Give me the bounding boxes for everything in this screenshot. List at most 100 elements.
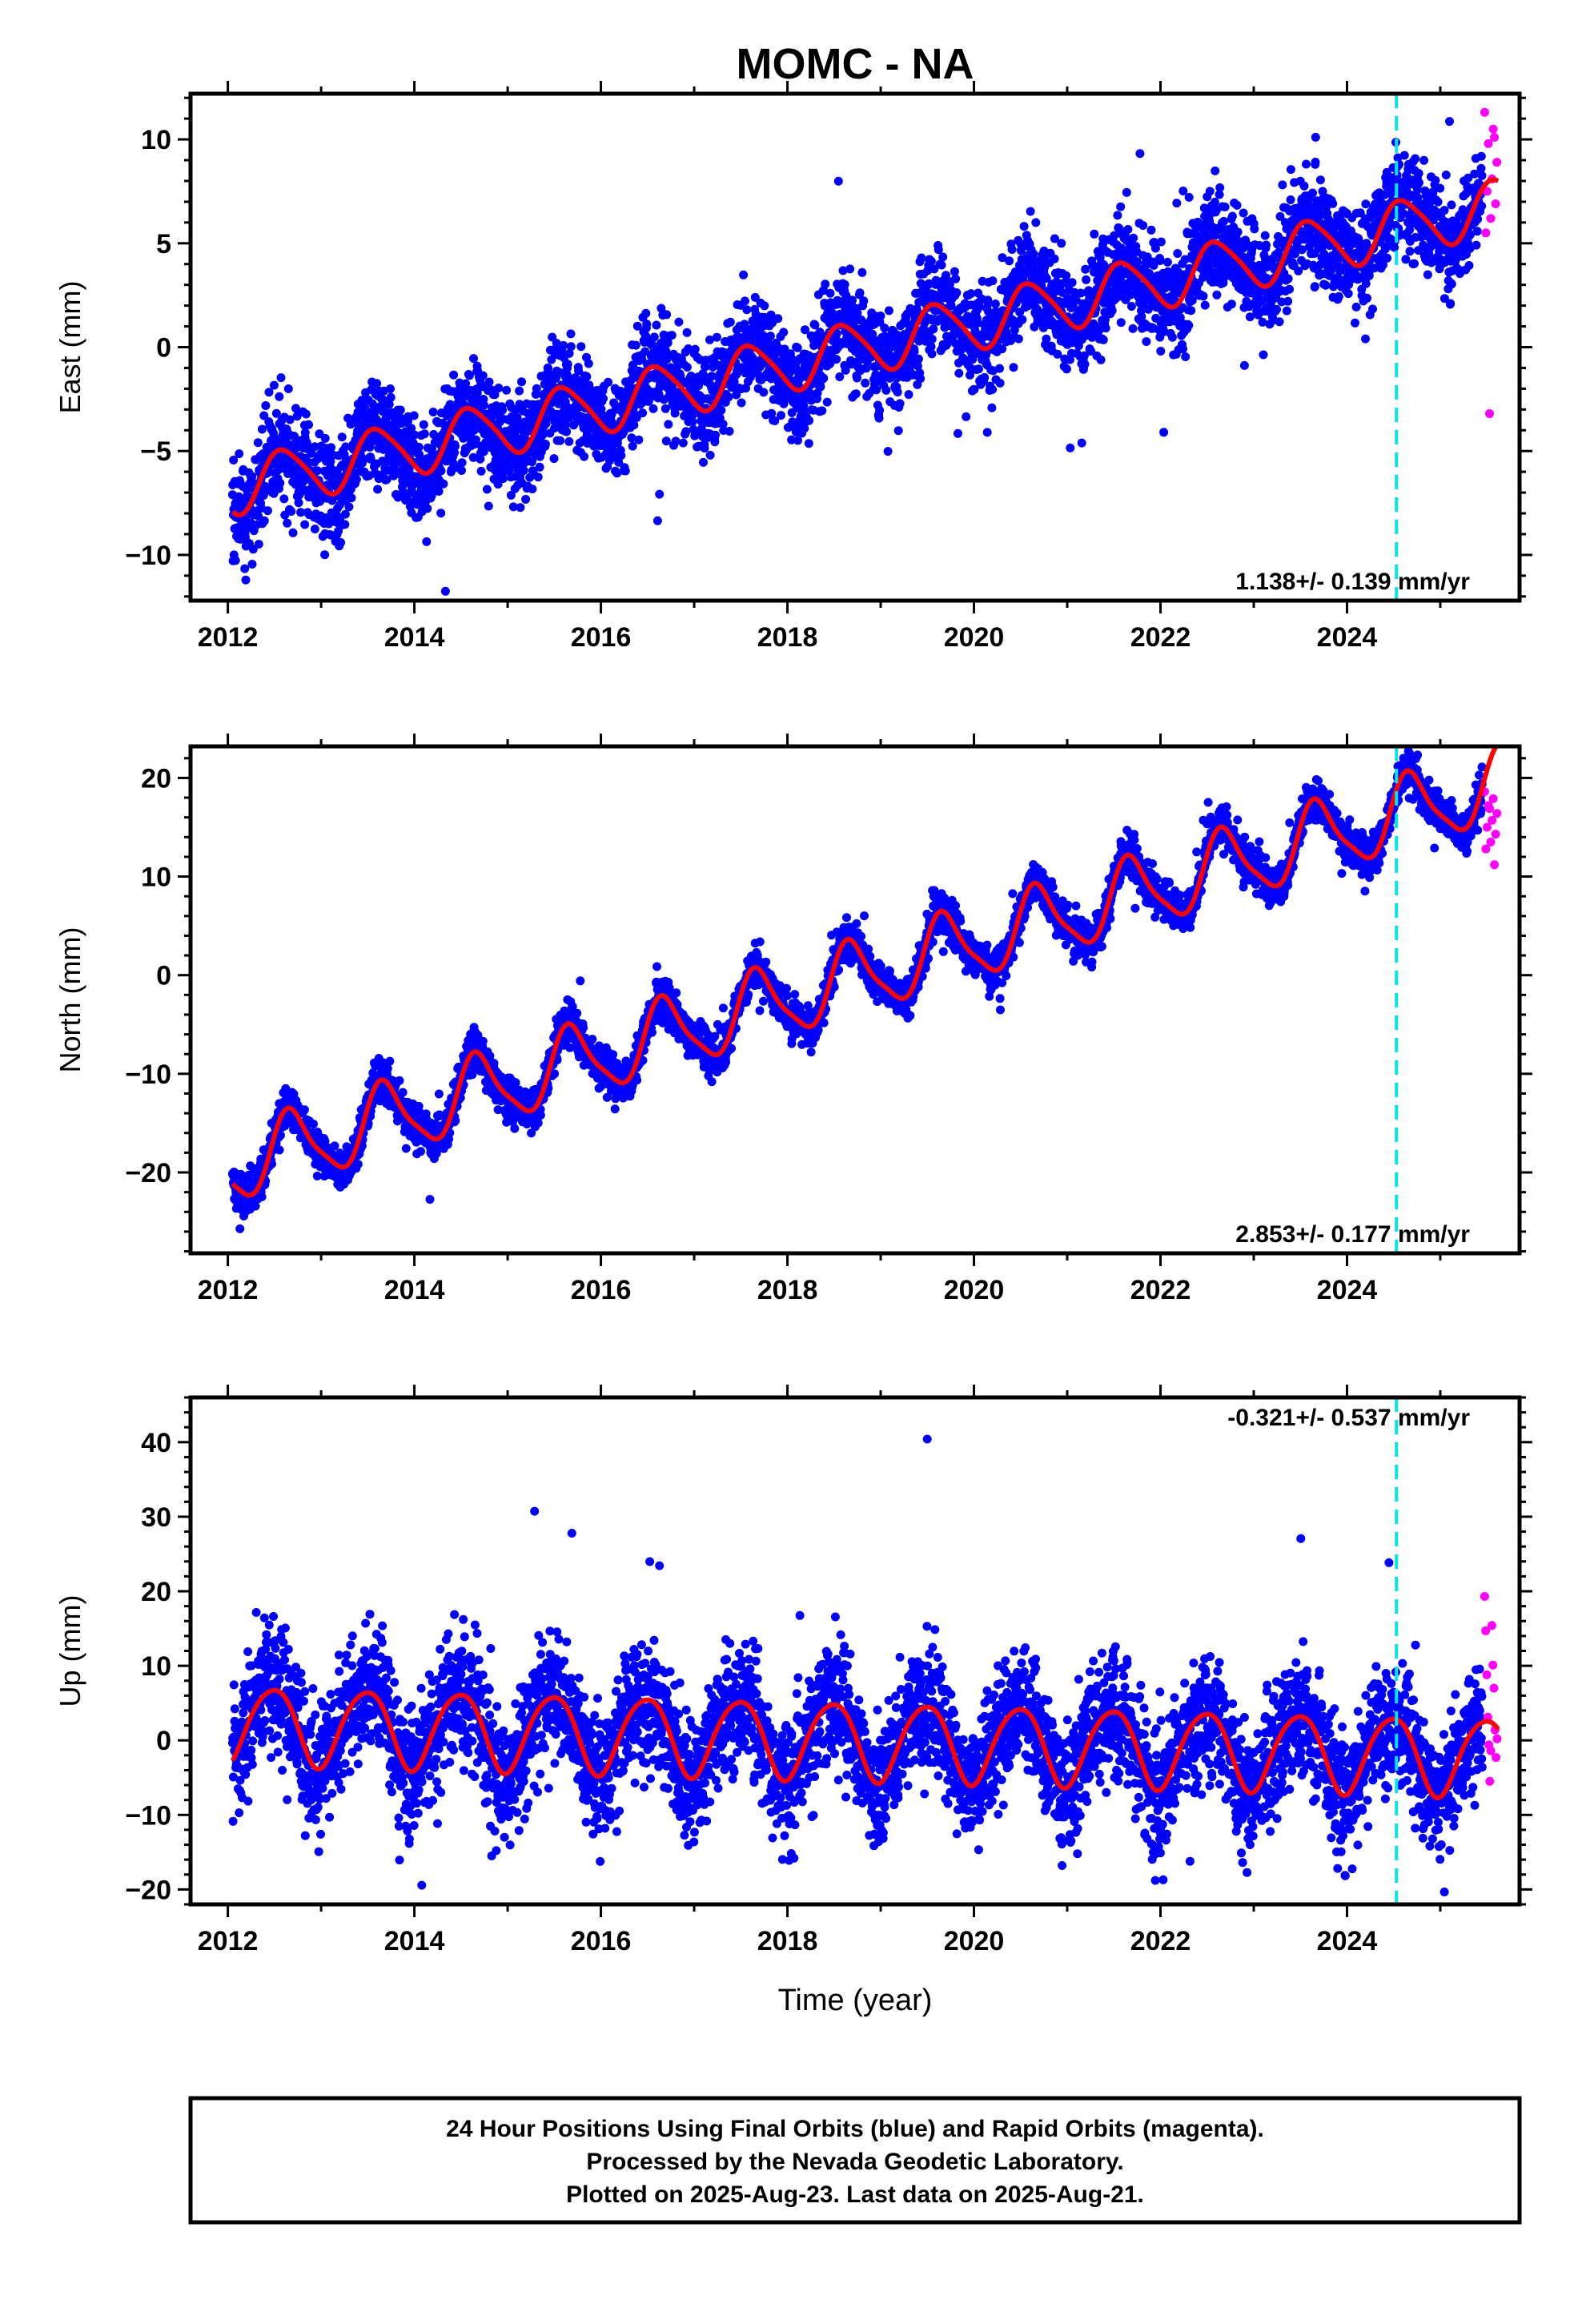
final-point <box>674 317 684 327</box>
final-point <box>1211 166 1220 175</box>
final-point <box>725 427 734 436</box>
final-point <box>1122 187 1131 197</box>
final-point <box>1031 218 1041 227</box>
final-point <box>1363 293 1371 303</box>
final-point <box>373 485 383 494</box>
final-point <box>505 464 514 474</box>
final-point <box>1464 261 1474 270</box>
final-point <box>263 506 272 516</box>
final-point <box>927 349 937 359</box>
final-point <box>1156 237 1166 247</box>
final-point <box>1090 229 1099 239</box>
final-point <box>436 466 446 476</box>
final-point <box>296 508 306 517</box>
final-point <box>1135 149 1145 159</box>
final-point <box>269 380 279 390</box>
final-point <box>1476 151 1486 161</box>
final-point <box>1067 278 1077 287</box>
final-point <box>851 389 861 399</box>
final-point <box>464 371 474 380</box>
final-point <box>857 267 867 277</box>
final-point <box>804 439 813 448</box>
final-point <box>484 377 494 387</box>
final-point <box>480 400 489 410</box>
x-tick-label: 2022 <box>1130 622 1191 653</box>
final-point <box>1181 352 1191 361</box>
final-point <box>638 408 648 418</box>
final-point <box>1098 335 1108 344</box>
final-point <box>436 509 446 518</box>
final-point <box>257 424 267 434</box>
final-point <box>1473 215 1483 224</box>
final-point <box>341 442 351 452</box>
final-point <box>1227 300 1236 309</box>
final-point <box>848 296 857 305</box>
final-point <box>235 1224 245 1233</box>
final-point <box>1042 334 1051 344</box>
final-point <box>1186 306 1196 316</box>
east-y-axis-label: East (mm) <box>54 281 86 414</box>
final-point <box>648 404 658 413</box>
final-point <box>819 373 829 383</box>
final-point <box>275 392 284 401</box>
final-point <box>1026 207 1035 216</box>
final-point <box>909 347 919 356</box>
final-point <box>822 397 832 407</box>
final-point <box>655 489 665 499</box>
final-point <box>382 475 391 485</box>
final-point <box>307 448 316 458</box>
final-point <box>990 300 1000 308</box>
rapid-point <box>1481 228 1491 238</box>
final-point <box>1178 344 1187 354</box>
final-point <box>451 441 460 451</box>
final-point <box>805 416 814 425</box>
final-point <box>634 435 644 444</box>
final-point <box>1138 221 1148 230</box>
final-point <box>1080 360 1090 369</box>
y-tick-label: 5 <box>156 229 171 259</box>
final-point <box>872 385 881 395</box>
final-point <box>561 420 571 429</box>
final-point <box>690 344 700 354</box>
final-point <box>304 420 313 429</box>
final-point <box>1215 183 1225 192</box>
final-point <box>414 442 424 452</box>
final-point <box>724 392 733 402</box>
final-point <box>241 575 251 585</box>
final-point <box>240 564 250 573</box>
final-point <box>1282 306 1291 316</box>
final-point <box>512 413 522 423</box>
final-point <box>1126 302 1136 311</box>
final-point <box>741 296 749 306</box>
final-point <box>1361 199 1371 209</box>
final-point <box>1431 175 1440 185</box>
final-point <box>874 413 884 423</box>
y-tick-label: −10 <box>125 541 171 571</box>
final-point <box>1308 188 1317 198</box>
final-point <box>336 538 346 547</box>
final-point <box>895 399 905 408</box>
final-point <box>835 372 845 381</box>
final-point <box>904 390 913 400</box>
final-point <box>1311 157 1320 167</box>
final-point <box>499 474 508 483</box>
final-point <box>508 502 518 512</box>
final-point <box>300 520 310 529</box>
east-rate-label: 1.138+/- 0.139 mm/yr <box>1235 569 1470 595</box>
final-point <box>472 388 482 397</box>
final-point <box>519 465 528 475</box>
final-point <box>670 408 680 418</box>
final-point <box>859 296 869 306</box>
final-point <box>678 438 688 448</box>
y-tick-label: −5 <box>140 436 171 467</box>
final-point <box>1285 284 1294 294</box>
final-point <box>1423 270 1432 279</box>
final-point <box>562 427 572 436</box>
final-point <box>540 440 550 448</box>
final-point <box>521 495 531 504</box>
final-point <box>821 279 830 289</box>
final-point <box>344 502 354 512</box>
final-point <box>1283 296 1293 306</box>
final-point <box>279 494 289 504</box>
